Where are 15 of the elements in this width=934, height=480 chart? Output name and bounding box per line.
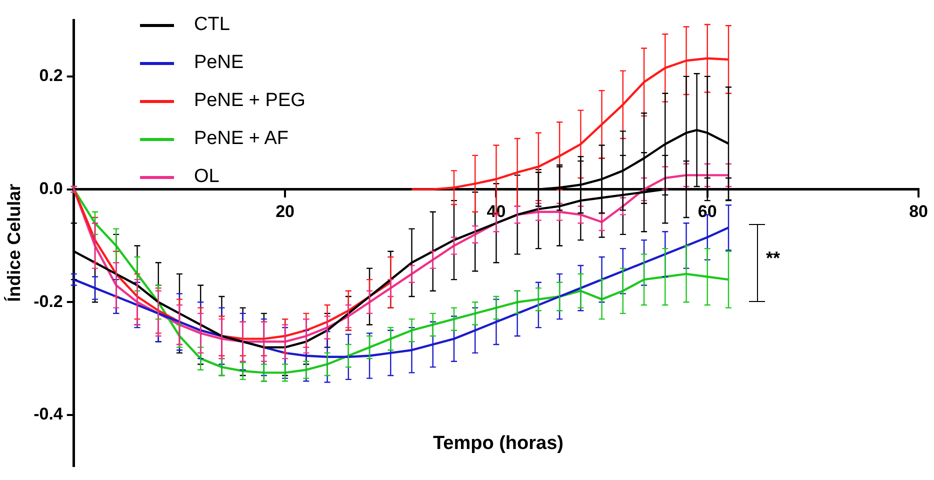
legend-label: PeNE [194,52,244,74]
x-tick-label: 60 [698,202,717,222]
y-tick-label: 0.0 [39,178,63,198]
x-axis-title: Tempo (horas) [432,433,564,454]
y-tick-label: 0.2 [39,66,63,86]
legend-label: PeNE + AF [194,128,289,150]
x-tick-label: 80 [909,202,928,222]
y-tick-label: -0.2 [34,292,63,311]
legend-label: OL [194,166,220,188]
x-tick-label: 20 [276,202,295,222]
y-axis-title: Índice Celular [4,184,24,302]
y-tick-label: -0.4 [34,404,64,424]
legend-label: PeNE + PEG [194,90,306,112]
legend-label: CTL [194,14,230,36]
annotation: ** [766,248,780,269]
